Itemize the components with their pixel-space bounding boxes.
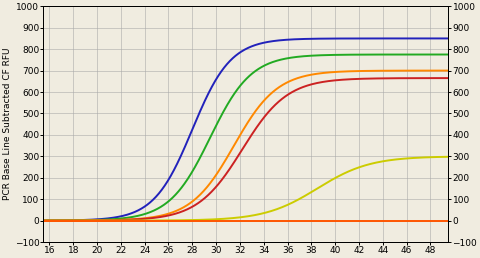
Y-axis label: PCR Base Line Subtracted CF RFU: PCR Base Line Subtracted CF RFU: [3, 48, 12, 200]
